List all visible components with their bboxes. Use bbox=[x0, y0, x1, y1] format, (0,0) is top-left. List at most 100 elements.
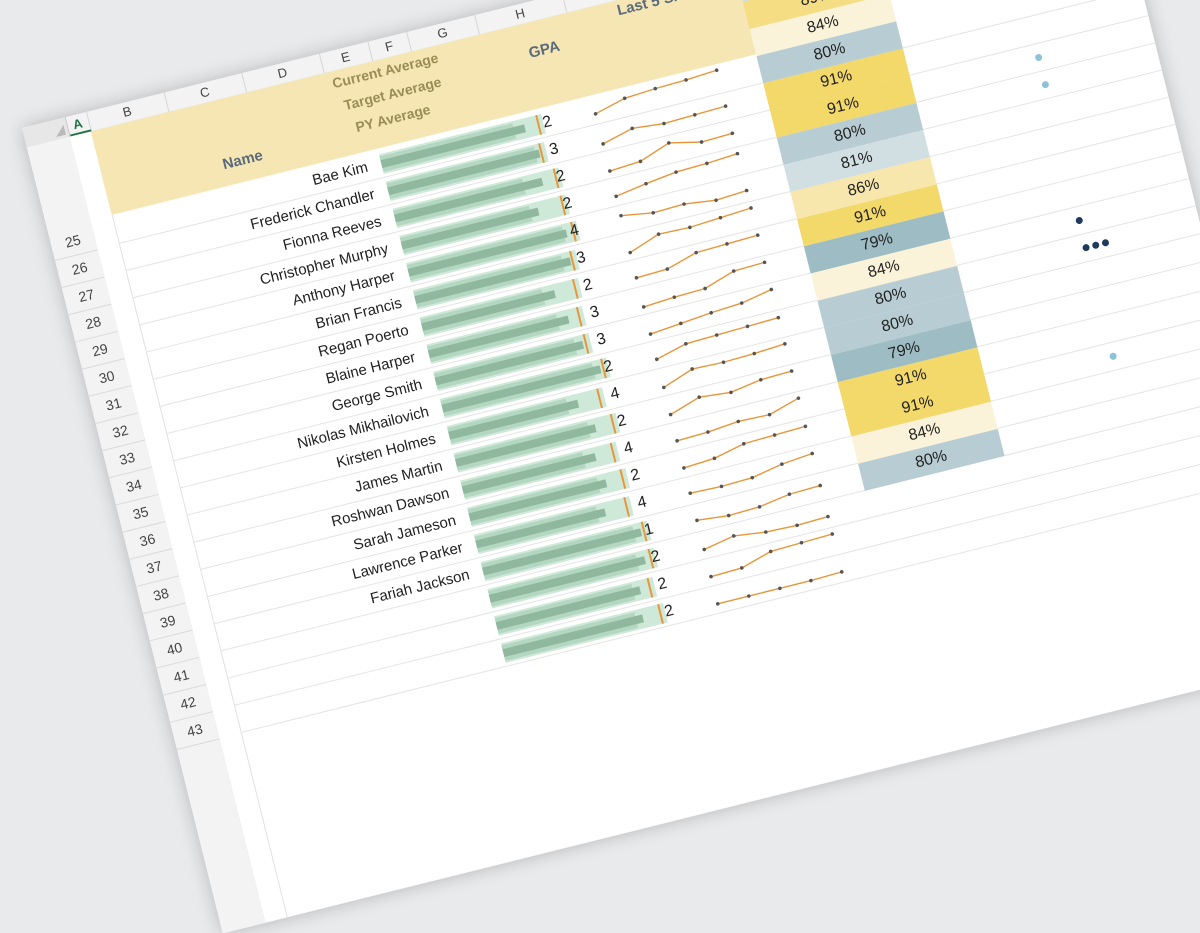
gpa-column-header: GPA bbox=[527, 37, 562, 62]
gpa-value[interactable]: 2 bbox=[601, 357, 615, 377]
gpa-value[interactable]: 2 bbox=[655, 574, 669, 594]
sparkline-point bbox=[697, 395, 702, 399]
sparkline-point bbox=[789, 369, 794, 373]
sparkline-point bbox=[769, 287, 774, 292]
sparkline-point bbox=[714, 198, 718, 203]
sparkline-point bbox=[688, 491, 692, 495]
sparkline-point bbox=[655, 357, 659, 362]
gpa-value[interactable]: 4 bbox=[635, 493, 649, 512]
status-dot-icon bbox=[1101, 238, 1110, 248]
sparkline-point bbox=[693, 113, 697, 117]
sparkline-point bbox=[799, 540, 804, 545]
sparkline-point bbox=[752, 351, 757, 356]
sparkline-point bbox=[768, 549, 773, 554]
status-dot-icon bbox=[1081, 243, 1091, 252]
sparkline-point bbox=[648, 332, 653, 336]
status-dot-icon bbox=[1041, 80, 1050, 89]
sat-sparkline bbox=[682, 424, 808, 470]
sparkline-point bbox=[759, 377, 763, 382]
sparkline-point bbox=[706, 430, 710, 434]
sparkline-point bbox=[721, 360, 726, 365]
sparkline-point bbox=[764, 530, 768, 534]
sparkline-point bbox=[644, 181, 648, 186]
sparkline-point bbox=[705, 161, 709, 166]
name-column-header: Name bbox=[220, 146, 265, 174]
sparkline-point bbox=[767, 412, 772, 417]
sparkline-point bbox=[750, 475, 755, 480]
sat-sparkline bbox=[619, 188, 749, 218]
sparkline-point bbox=[630, 126, 635, 131]
sat-sparkline bbox=[634, 233, 760, 280]
sparkline-point bbox=[830, 532, 835, 536]
sparkline-point bbox=[638, 159, 643, 164]
sat-sparkline bbox=[668, 369, 794, 417]
sat-sparkline bbox=[608, 131, 735, 173]
sparkline-point bbox=[634, 275, 639, 280]
sparkline-point bbox=[718, 215, 723, 220]
sparkline-point bbox=[803, 424, 808, 429]
gpa-value[interactable]: 4 bbox=[567, 221, 581, 241]
sparkline-point bbox=[702, 547, 707, 552]
gpa-value[interactable]: 2 bbox=[540, 112, 554, 132]
student-name[interactable] bbox=[196, 648, 487, 721]
gpa-value[interactable]: 3 bbox=[588, 303, 602, 322]
gpa-value[interactable]: 2 bbox=[628, 466, 642, 485]
sparkline-point bbox=[622, 96, 627, 101]
gpa-value[interactable]: 2 bbox=[554, 167, 568, 186]
sparkline-point bbox=[667, 141, 671, 145]
sparkline-point bbox=[714, 333, 719, 337]
sat-sparkline bbox=[709, 532, 835, 579]
sparkline-point bbox=[778, 586, 782, 591]
sparkline-point bbox=[732, 534, 736, 538]
sparkline-point bbox=[749, 206, 753, 210]
sparkline-point bbox=[744, 188, 749, 193]
sparkline-point bbox=[757, 505, 762, 509]
sparkline-point bbox=[703, 286, 707, 291]
sparkline-point bbox=[682, 202, 686, 206]
sparkline-point bbox=[651, 211, 656, 215]
sparkline-point bbox=[787, 492, 792, 497]
select-all-icon bbox=[53, 124, 66, 137]
gpa-value[interactable]: 2 bbox=[662, 601, 676, 621]
sparkline-point bbox=[709, 310, 713, 315]
sparkline-point bbox=[795, 523, 799, 528]
gpa-value[interactable]: 1 bbox=[642, 520, 656, 540]
sparkline-point bbox=[662, 385, 666, 390]
sparkline-point bbox=[723, 104, 728, 108]
sparkline-point bbox=[695, 518, 699, 523]
gpa-value[interactable]: 3 bbox=[574, 248, 588, 268]
sparkline-point bbox=[735, 151, 740, 156]
gpa-value[interactable]: 2 bbox=[615, 411, 629, 431]
status-dot-icon bbox=[1091, 240, 1100, 250]
sparkline-point bbox=[762, 260, 767, 265]
sparkline-point bbox=[826, 514, 830, 519]
sparkline-point bbox=[839, 570, 844, 574]
sparkline-point bbox=[709, 574, 713, 579]
gpa-value[interactable]: 2 bbox=[561, 194, 574, 214]
sparkline-point bbox=[593, 112, 598, 116]
sat-sparkline bbox=[715, 570, 844, 606]
gpa-value[interactable]: 4 bbox=[608, 384, 622, 404]
gpa-value[interactable]: 2 bbox=[649, 547, 662, 567]
sparkline-point bbox=[628, 250, 633, 255]
gpa-value[interactable]: 2 bbox=[581, 275, 595, 295]
sparkline-point bbox=[719, 484, 724, 489]
last-5-sat-column-header: Last 5 SAT bbox=[615, 0, 694, 20]
status-dot-icon bbox=[1034, 53, 1043, 62]
sparkline-point bbox=[675, 439, 679, 443]
sparkline-point bbox=[742, 441, 746, 446]
sat-sparkline bbox=[614, 151, 740, 199]
sparkline-point bbox=[772, 433, 777, 437]
sparkline-point bbox=[740, 566, 744, 570]
sat-sparkline bbox=[628, 206, 753, 255]
sparkline-point bbox=[653, 86, 658, 91]
sparkline-point bbox=[810, 451, 815, 456]
gpa-value[interactable]: 4 bbox=[622, 438, 635, 458]
gpa-value[interactable]: 3 bbox=[595, 330, 608, 349]
gpa-value[interactable]: 3 bbox=[547, 140, 561, 159]
sat-sparkline bbox=[601, 104, 728, 146]
sparkline-point bbox=[674, 170, 678, 174]
status-dot-icon bbox=[1108, 352, 1118, 361]
sat-sparkline bbox=[695, 483, 823, 523]
